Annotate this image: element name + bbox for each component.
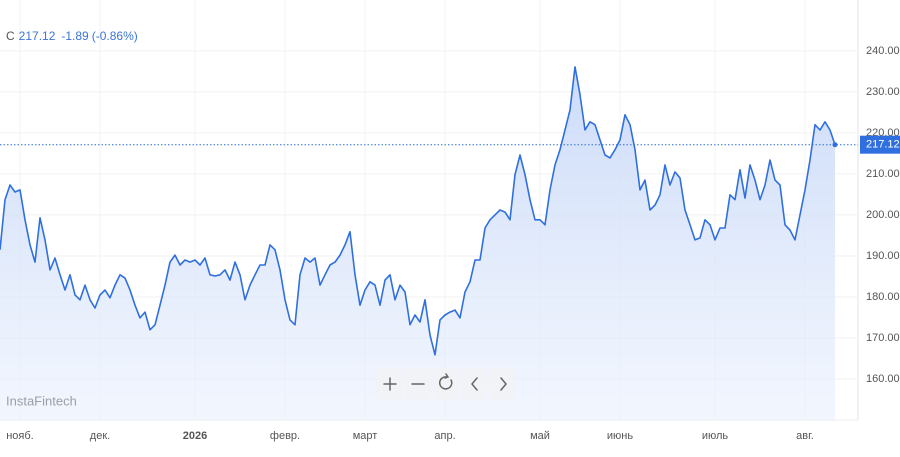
change-pct: (-0.86%) [92, 29, 138, 43]
y-tick-label: 210.00 [866, 168, 900, 180]
price-tag-label: 217.12 [866, 139, 900, 151]
x-tick-label: март [353, 430, 378, 442]
y-tick-label: 170.00 [866, 332, 900, 344]
x-tick-label: апр. [434, 430, 455, 442]
x-tick-label: июль [702, 430, 729, 442]
x-tick-label: 2026 [183, 430, 207, 442]
x-tick-label: дек. [90, 430, 110, 442]
x-tick-label: авг. [796, 430, 814, 442]
y-tick-label: 190.00 [866, 250, 900, 262]
reset[interactable] [433, 368, 459, 400]
last-point [832, 142, 838, 148]
x-tick-label: июнь [607, 430, 633, 442]
zoom-out[interactable] [405, 368, 431, 400]
watermark: InstaFintech [6, 393, 77, 408]
change: -1.89 [61, 29, 89, 43]
header: C 217.12 -1.89 (-0.86%) [6, 29, 138, 43]
y-tick-label: 180.00 [866, 291, 900, 303]
zoom-controls [377, 368, 515, 400]
plot [0, 66, 836, 420]
x-tick-label: февр. [270, 430, 300, 442]
x-tick-label: нояб. [6, 430, 34, 442]
y-tick-label: 200.00 [866, 209, 900, 221]
x-tick-label: май [530, 430, 550, 442]
y-tick-label: 240.00 [866, 45, 900, 57]
scroll-left[interactable] [461, 368, 487, 400]
scroll-right[interactable] [489, 368, 515, 400]
y-tick-label: 230.00 [866, 86, 900, 98]
area [0, 66, 835, 420]
last: 217.12 [19, 29, 56, 43]
price-tag [860, 135, 900, 154]
zoom-in[interactable] [377, 368, 403, 400]
line [0, 66, 836, 356]
y-tick-label: 160.00 [866, 373, 900, 385]
ticker: C [6, 29, 15, 43]
